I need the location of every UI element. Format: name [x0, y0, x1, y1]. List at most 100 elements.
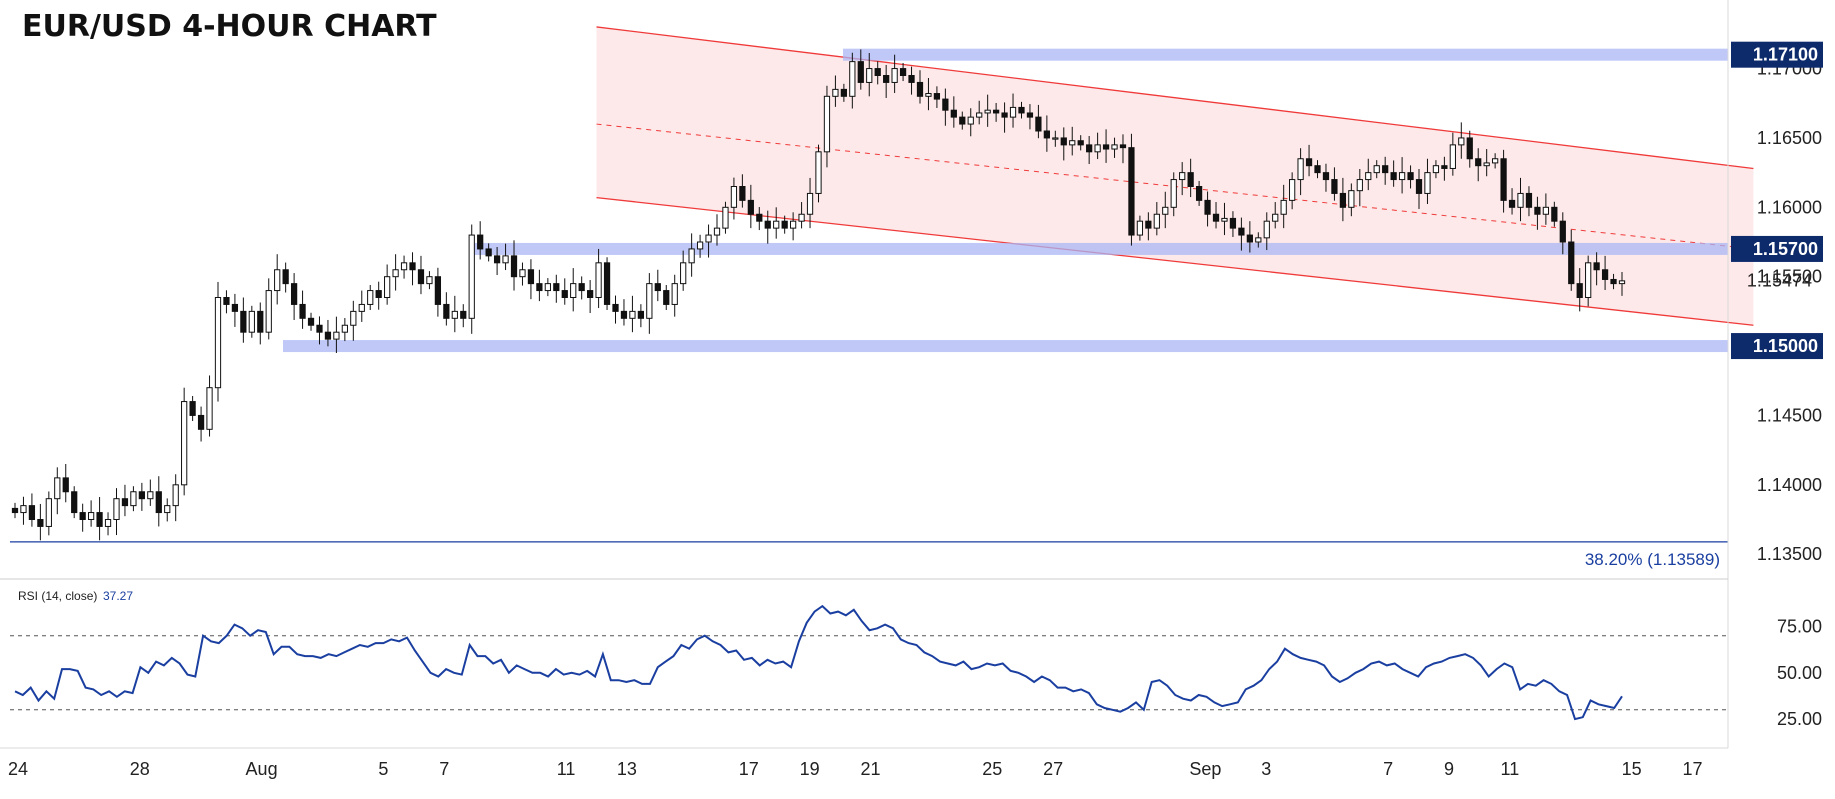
candle-body — [1060, 137, 1067, 146]
candle-body — [350, 310, 357, 326]
candle-body — [1289, 179, 1296, 201]
candle-body — [840, 88, 847, 97]
candle-body — [857, 61, 864, 83]
candle-body — [333, 331, 340, 340]
level-band-1.15700 — [470, 242, 1728, 255]
rsi-axis-ticks: 75.00 50.00 25.00 — [1777, 616, 1822, 729]
candle-body — [451, 310, 458, 319]
candle-body — [240, 310, 247, 333]
candle-body — [113, 498, 120, 520]
candle-body — [790, 220, 797, 229]
candle-body — [570, 283, 577, 298]
candle-body — [1585, 262, 1592, 298]
price-tick-label: 1.15500 — [1757, 267, 1822, 287]
candle-body — [1297, 158, 1304, 181]
candle-body — [595, 262, 602, 298]
time-tick-label: 5 — [378, 759, 388, 779]
candle-body — [214, 297, 222, 389]
fib-level-label: 38.20% (1.13589) — [1585, 550, 1720, 569]
candle-body — [1246, 234, 1253, 243]
time-tick-label: 17 — [739, 759, 759, 779]
candle-body — [189, 401, 196, 416]
time-tick-label: 28 — [130, 759, 150, 779]
candle-body — [290, 283, 298, 305]
candle-body — [1458, 137, 1465, 146]
candle-body — [1542, 206, 1550, 215]
candle-body — [1077, 140, 1084, 146]
candle-body — [248, 310, 255, 333]
candle-body — [1212, 213, 1220, 222]
candle-body — [96, 512, 103, 527]
candle-body — [375, 290, 382, 298]
candle-body — [1272, 213, 1279, 222]
candle-body — [11, 507, 19, 514]
candle-body — [1204, 199, 1211, 215]
candle-body — [578, 283, 585, 292]
rsi-tick-label: 25.00 — [1777, 709, 1822, 729]
channel-lower-line — [596, 196, 1754, 326]
candle-body — [815, 151, 822, 194]
candle-body — [324, 331, 332, 340]
candle-body — [1356, 179, 1363, 192]
candle-body — [164, 505, 171, 514]
candle-body — [1153, 213, 1160, 229]
time-axis-ticks: 24 28 Aug 5 7 11 13 17 19 21 25 27 Sep 3 7 9 11 15 17 — [8, 759, 1703, 779]
candle-body — [181, 401, 188, 486]
candle-body — [417, 269, 425, 285]
rsi-line — [14, 604, 1623, 721]
candle-body — [1525, 192, 1533, 208]
candle-body — [1322, 172, 1330, 181]
candle-body — [1339, 192, 1347, 208]
candle-body — [316, 324, 323, 333]
candle-body — [392, 269, 399, 278]
candle-body — [493, 255, 501, 264]
candle-body — [434, 276, 442, 305]
candle-body — [764, 220, 771, 229]
time-tick-label: 11 — [1501, 759, 1520, 779]
candle-body — [1348, 190, 1355, 208]
candle-body — [1559, 220, 1566, 243]
candle-body — [671, 283, 678, 305]
time-tick-label: 19 — [800, 759, 820, 779]
candles-layer — [11, 49, 1626, 541]
candle-body — [637, 310, 645, 319]
candle-body — [1221, 217, 1228, 222]
candle-body — [747, 199, 754, 215]
rsi-tick-label: 75.00 — [1777, 616, 1822, 636]
candle-body — [663, 290, 670, 305]
candle-body — [1305, 158, 1313, 167]
candle-body — [603, 262, 611, 305]
candle-body — [1568, 241, 1575, 285]
candle-body — [696, 241, 704, 250]
time-tick-label: Sep — [1189, 759, 1221, 779]
candle-body — [87, 512, 95, 520]
candle-body — [1390, 172, 1397, 181]
candle-body — [147, 491, 154, 500]
candle-body — [756, 213, 763, 222]
candle-body — [553, 283, 560, 292]
candle-body — [1576, 283, 1583, 298]
candle-body — [1009, 106, 1017, 118]
price-tick-label: 1.16500 — [1757, 128, 1822, 148]
candle-body — [773, 220, 780, 229]
candle-body — [265, 290, 272, 333]
candle-body — [1179, 172, 1186, 181]
current-price-label: 1.15474 — [1747, 270, 1812, 290]
candle-body — [1466, 137, 1473, 160]
candle-body — [908, 75, 915, 83]
candle-body — [1195, 186, 1203, 201]
candle-body — [1365, 172, 1372, 181]
annotations-layer — [283, 26, 1754, 353]
candle-body — [1102, 144, 1110, 150]
candle-body — [1449, 144, 1456, 169]
candle-body — [680, 262, 687, 285]
candle-body — [823, 95, 831, 153]
candle-body — [1601, 269, 1609, 280]
candle-body — [443, 303, 450, 319]
candle-body — [620, 310, 628, 319]
candle-body — [899, 68, 907, 76]
candle-body — [1415, 179, 1423, 194]
candle-body — [832, 88, 839, 97]
candle-body — [891, 68, 898, 83]
candle-body — [1508, 199, 1516, 208]
